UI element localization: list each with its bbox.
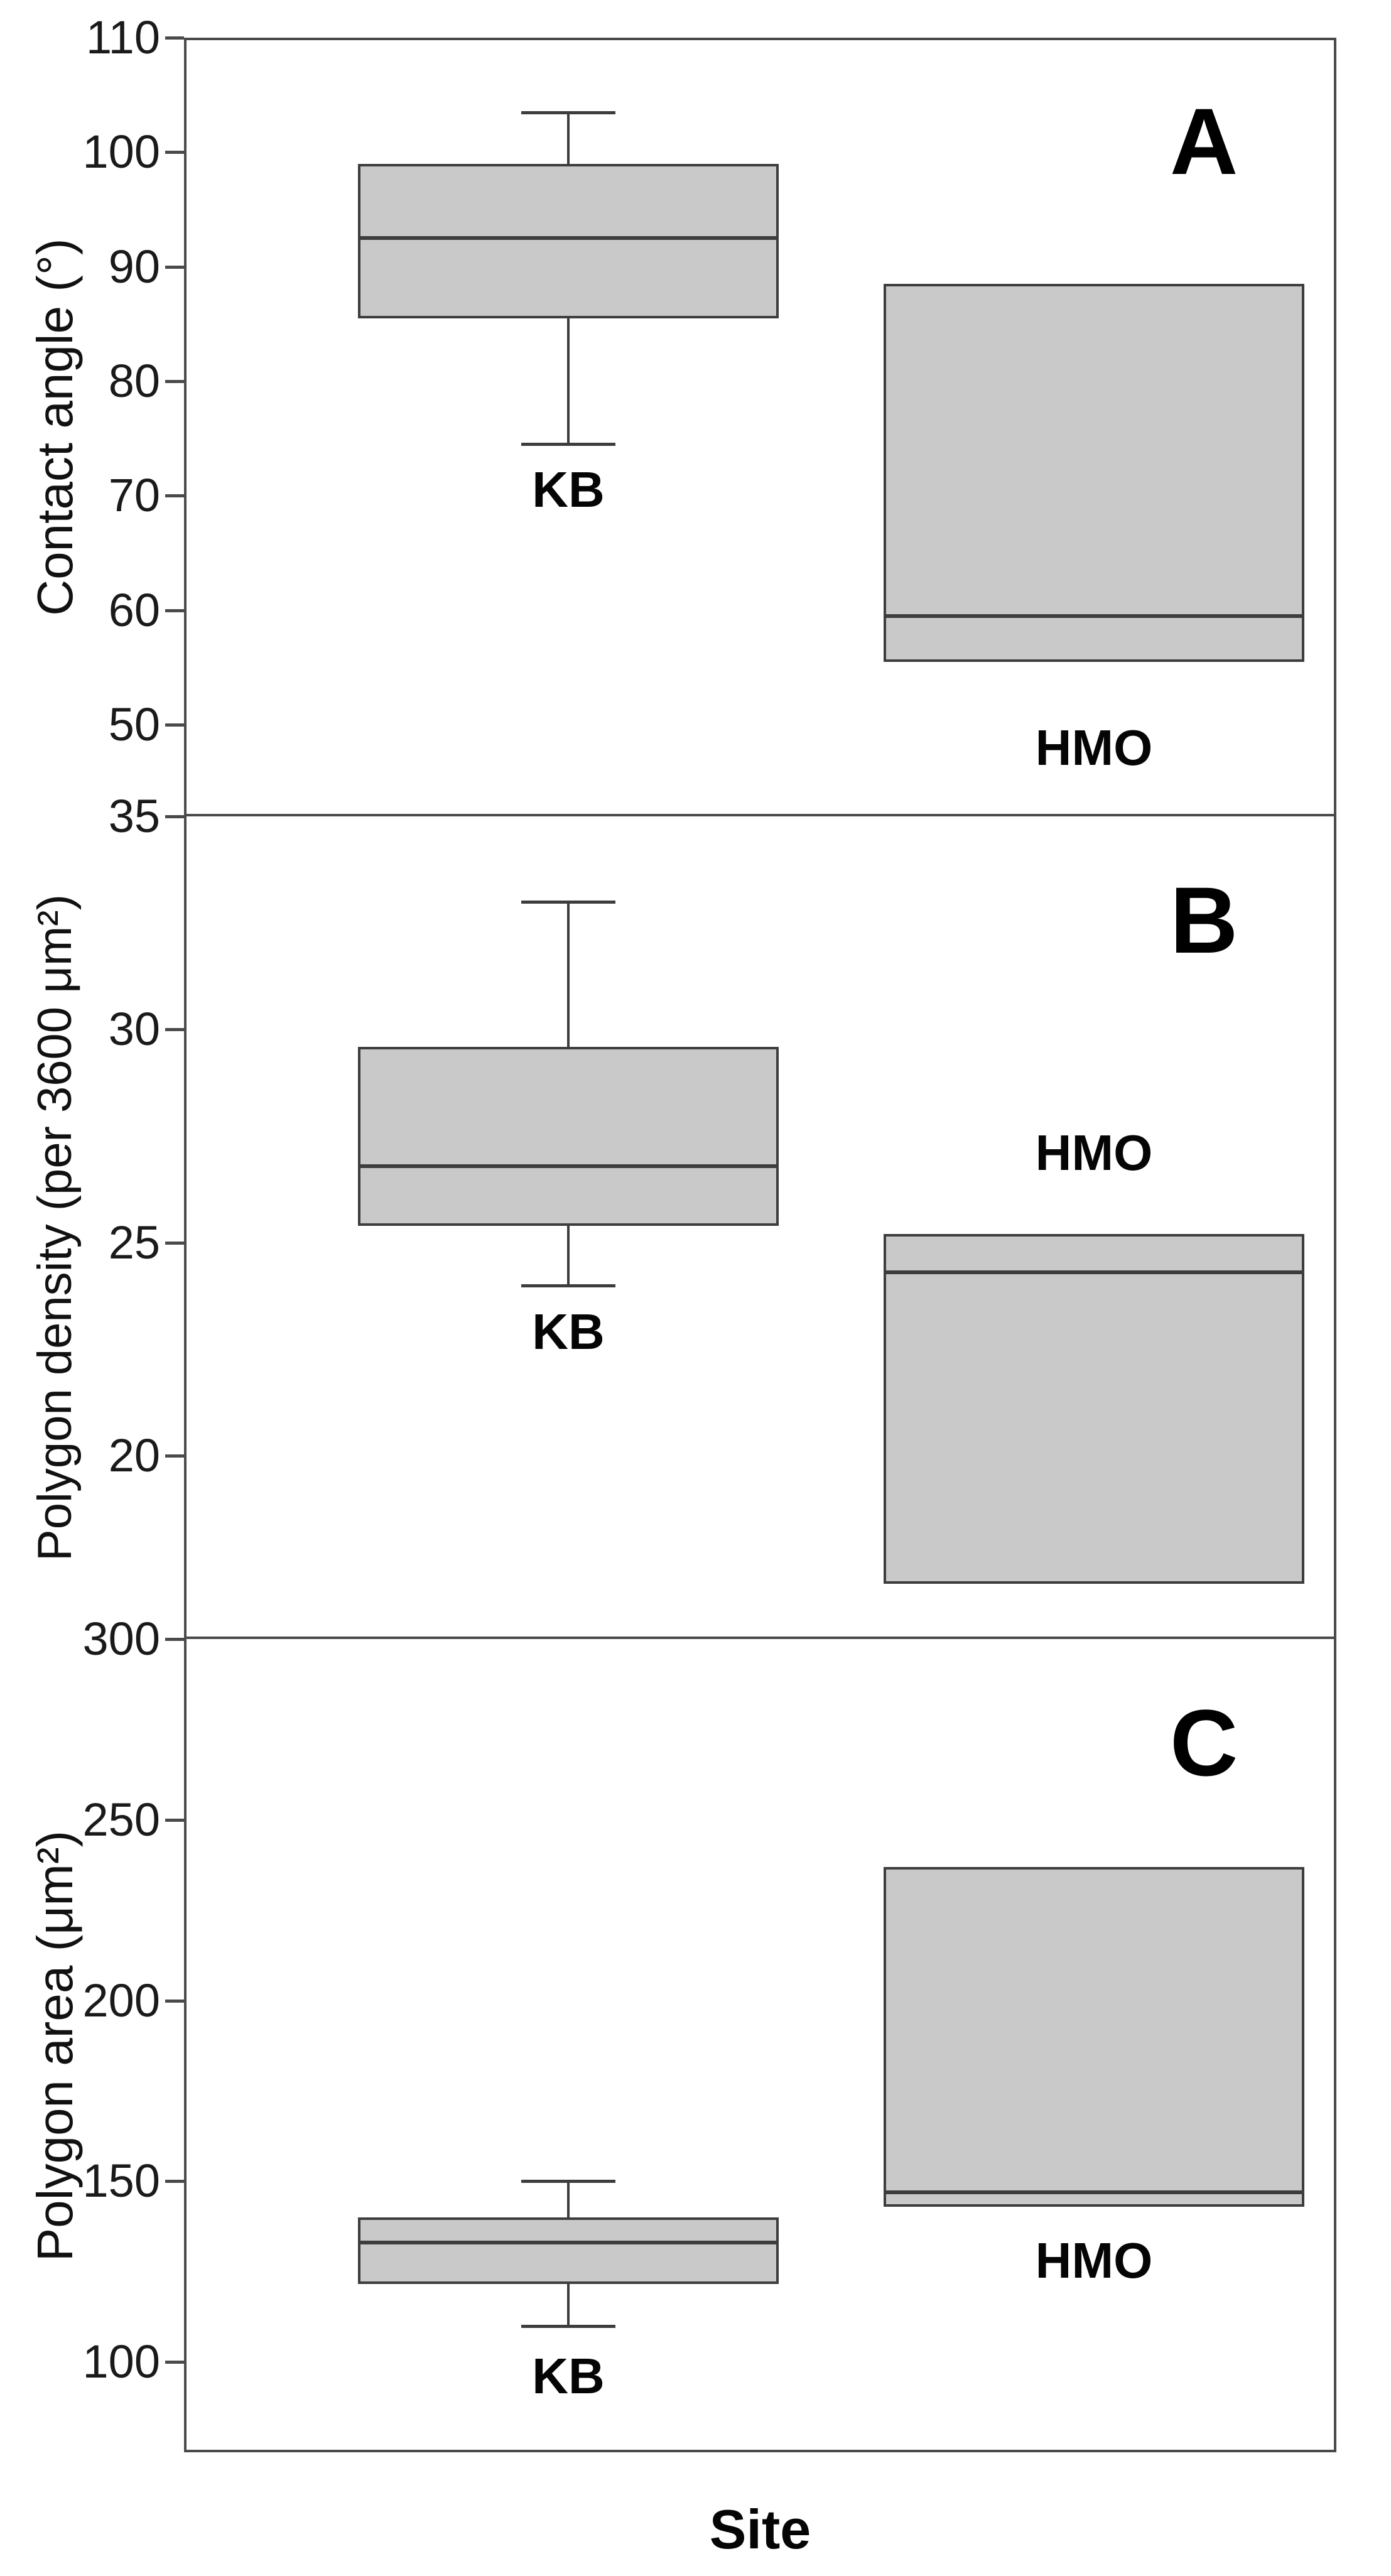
y-tick-label: 30 — [108, 1003, 160, 1056]
x-axis-title: Site — [709, 2498, 811, 2560]
y-tick-label: 35 — [108, 790, 160, 842]
site-label-hmo: HMO — [1035, 1125, 1153, 1181]
y-tick-mark — [165, 815, 184, 818]
upper-whisker-line — [567, 112, 570, 164]
lower-whisker-line — [567, 2284, 570, 2326]
y-tick-label: 100 — [82, 2335, 160, 2388]
site-label-hmo: HMO — [1035, 719, 1153, 776]
lower-whisker-cap — [521, 443, 615, 446]
lower-whisker-cap — [521, 1284, 615, 1287]
y-tick-label: 60 — [108, 583, 160, 636]
y-tick-label: 250 — [82, 1793, 160, 1846]
y-tick-mark — [165, 1638, 184, 1641]
y-tick-mark — [165, 2361, 184, 2364]
y-tick-mark — [165, 1028, 184, 1032]
box-median-line — [884, 1270, 1304, 1275]
y-tick-label: 150 — [82, 2155, 160, 2207]
y-tick-mark — [165, 494, 184, 498]
y-tick-mark — [165, 151, 184, 154]
box-plot-kb — [358, 163, 779, 318]
site-label-hmo: HMO — [1035, 2232, 1153, 2288]
box-median-line — [884, 614, 1304, 618]
y-axis-title: Polygon area (μm²) — [27, 1830, 83, 2261]
y-tick-label: 20 — [108, 1429, 160, 1482]
lower-whisker-line — [567, 1225, 570, 1285]
y-tick-mark — [165, 1241, 184, 1245]
box-plot-kb — [358, 1046, 779, 1226]
y-tick-mark — [165, 1818, 184, 1822]
y-tick-mark — [165, 380, 184, 384]
y-axis-title: Contact angle (°) — [27, 238, 83, 616]
site-label-kb: KB — [532, 1304, 605, 1360]
y-tick-label: 50 — [108, 698, 160, 751]
panel-letter-b: B — [1170, 867, 1238, 973]
y-tick-mark — [165, 265, 184, 269]
lower-whisker-line — [567, 318, 570, 445]
box-plot-hmo — [884, 1866, 1304, 2207]
y-tick-mark — [165, 36, 184, 40]
lower-whisker-cap — [521, 2324, 615, 2328]
y-tick-mark — [165, 2180, 184, 2184]
panel-letter-a: A — [1170, 89, 1238, 194]
site-label-kb: KB — [532, 2348, 605, 2405]
y-tick-label: 25 — [108, 1216, 160, 1269]
y-tick-label: 300 — [82, 1613, 160, 1665]
box-median-line — [358, 2241, 779, 2245]
upper-whisker-line — [567, 2181, 570, 2217]
y-tick-mark — [165, 723, 184, 727]
upper-whisker-cap — [521, 900, 615, 904]
site-label-kb: KB — [532, 462, 605, 518]
box-median-line — [358, 236, 779, 241]
upper-whisker-cap — [521, 111, 615, 114]
y-axis-title: Polygon density (per 3600 μm²) — [28, 894, 82, 1561]
y-tick-mark — [165, 1454, 184, 1458]
box-plot-hmo — [884, 1234, 1304, 1584]
box-plot-hmo — [884, 284, 1304, 662]
y-tick-label: 80 — [108, 355, 160, 408]
y-tick-label: 110 — [86, 11, 160, 63]
y-tick-label: 90 — [108, 240, 160, 293]
y-tick-mark — [165, 1999, 184, 2003]
panel-letter-c: C — [1170, 1690, 1238, 1795]
y-tick-label: 100 — [82, 126, 160, 178]
box-median-line — [358, 1164, 779, 1168]
upper-whisker-cap — [521, 2180, 615, 2184]
y-tick-label: 70 — [108, 469, 160, 522]
y-tick-mark — [165, 609, 184, 612]
y-tick-label: 200 — [82, 1974, 160, 2027]
box-median-line — [884, 2190, 1304, 2194]
box-plot-kb — [358, 2217, 779, 2285]
upper-whisker-line — [567, 901, 570, 1047]
